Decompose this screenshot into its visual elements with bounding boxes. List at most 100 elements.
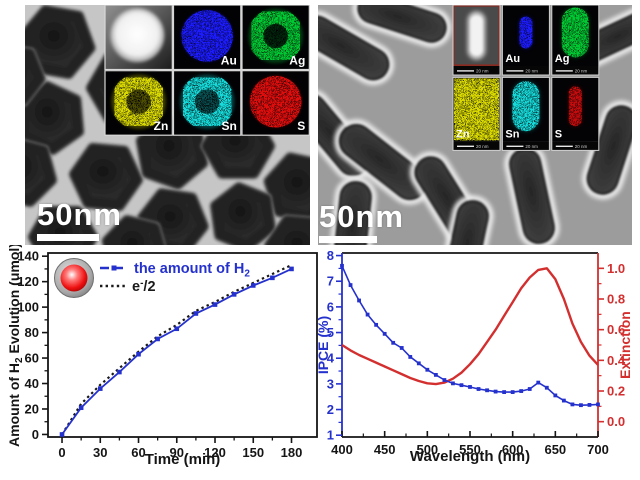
legend: the amount of H2e-/2	[100, 261, 250, 295]
series-ipce-marker	[493, 389, 498, 394]
inset-scalebar-strip	[502, 141, 550, 151]
inset-scalebar	[506, 70, 524, 72]
tem-particle	[25, 5, 96, 80]
element-map	[249, 75, 302, 128]
haadf-highlight-border	[453, 5, 501, 67]
tem-panel-rods: 20 nm Au 20 nm Ag 20 nm Zn 20 nm Sn 20 nm S 20 nm …	[318, 5, 632, 245]
element-map	[519, 16, 533, 49]
eds-label: Zn	[154, 119, 169, 133]
series-h2-marker	[155, 336, 160, 342]
series-ipce-marker	[579, 403, 583, 408]
series-extinction-line	[341, 267, 599, 386]
series-h2-marker	[117, 369, 122, 375]
y-tick-label: 60	[25, 351, 39, 366]
eds-inset-tile: S	[241, 70, 310, 136]
inset-scalebar-strip	[502, 66, 550, 75]
tem-particle	[25, 47, 47, 107]
y-left-tick-label: 6	[327, 299, 334, 314]
y-tick-label: 20	[25, 401, 39, 416]
x-tick-label: 180	[281, 445, 303, 460]
series-ipce-marker	[451, 381, 455, 386]
inset-scalebar	[457, 70, 474, 72]
x-tick-label: 0	[58, 445, 65, 460]
element-map	[512, 81, 540, 132]
eds-inset-tile: Zn	[104, 70, 173, 136]
inset-scalebar-label: 20 nm	[525, 69, 538, 74]
series-ipce-marker	[527, 387, 532, 391]
x-tick-label: 120	[204, 445, 226, 460]
inset-scalebar	[555, 145, 573, 147]
series-ipce-marker	[425, 367, 430, 372]
series-h2-marker	[174, 326, 180, 332]
series-ipce-marker	[399, 346, 404, 350]
eds-label: Ag	[555, 53, 570, 65]
x-tick-label: 700	[587, 442, 609, 457]
element-map	[561, 7, 589, 58]
series-ipce-marker	[391, 340, 396, 345]
x-tick-label: 60	[131, 445, 145, 460]
y-right-tick-label: 0.4	[607, 353, 626, 368]
eds-label: Ag	[289, 54, 305, 68]
scalebar-right-label: 50nm	[319, 199, 404, 234]
scalebar-left-bar	[37, 234, 99, 241]
tem-rod	[438, 195, 494, 245]
tem-rod	[352, 5, 452, 48]
y-right-tick-label: 1.0	[607, 261, 625, 276]
x-axis-title: Wavelength (nm)	[410, 448, 530, 465]
series-h2-marker	[97, 386, 103, 391]
y-tick-label: 40	[25, 376, 39, 391]
eds-inset-tile: 20 nm	[452, 5, 501, 76]
series-h2-marker	[193, 311, 199, 316]
eds-inset-tile: Sn	[172, 70, 242, 136]
series-h2-marker	[289, 266, 294, 272]
legend-h2-marker	[111, 265, 117, 271]
x-tick-label: 500	[416, 442, 438, 457]
inset-scalebar	[555, 70, 573, 72]
y-left-tick-label: 8	[327, 248, 334, 263]
scalebar-right: 50nm	[319, 201, 404, 243]
element-map	[110, 73, 167, 130]
y-tick-label: 100	[17, 300, 39, 315]
y-right-tick-label: 0.8	[607, 292, 625, 307]
series-h2-marker	[250, 283, 256, 288]
series-ipce-marker	[510, 390, 515, 394]
eds-inset-tile: Au 20 nm	[501, 5, 550, 76]
y-left-tick-label: 5	[327, 325, 334, 340]
inset-scalebar-label: 20 nm	[525, 144, 538, 149]
eds-label: Sn	[221, 119, 236, 133]
series-ipce-marker	[374, 322, 379, 327]
x-tick-label: 450	[374, 442, 396, 457]
inset-scalebar-strip	[453, 66, 500, 75]
x-tick-label: 650	[544, 442, 566, 457]
tem-panel-spheres: Au Ag Zn Sn S 50nm	[25, 5, 310, 245]
y-right-axis-title: Extinction	[617, 311, 633, 379]
eds-inset-tile	[104, 5, 173, 71]
haadf-particle-image	[110, 8, 165, 63]
inset-scalebar-strip	[551, 141, 599, 151]
series-ipce-marker	[587, 403, 592, 407]
inset-scalebar	[506, 145, 524, 147]
series-ipce-marker	[433, 372, 438, 377]
y-tick-label: 80	[25, 325, 39, 340]
series-h2-marker	[59, 432, 65, 437]
eds-label: Au	[221, 54, 237, 68]
series-ipce-marker	[502, 390, 507, 394]
series-ipce-marker	[348, 283, 353, 287]
inset-scalebar-strip	[551, 66, 599, 75]
series-e-half-line	[61, 264, 292, 436]
x-tick-label: 90	[170, 445, 184, 460]
series-h2-marker	[270, 275, 275, 281]
y-tick-label: 140	[17, 249, 39, 264]
inset-scalebar-label: 20 nm	[575, 144, 588, 149]
y-right-tick-label: 0.2	[607, 384, 625, 399]
x-tick-label: 600	[502, 442, 524, 457]
inset-scalebar	[457, 145, 474, 147]
eds-label: Sn	[505, 128, 519, 140]
series-ipce-marker	[485, 388, 489, 393]
series-h2-marker	[212, 302, 218, 307]
y-left-tick-label: 2	[327, 402, 334, 417]
series-ipce-marker	[570, 402, 575, 407]
legend-h2-label: the amount of H2	[134, 261, 250, 280]
tem-image-rods: 20 nm Au 20 nm Ag 20 nm Zn 20 nm Sn 20 nm S 20 nm	[318, 5, 632, 245]
